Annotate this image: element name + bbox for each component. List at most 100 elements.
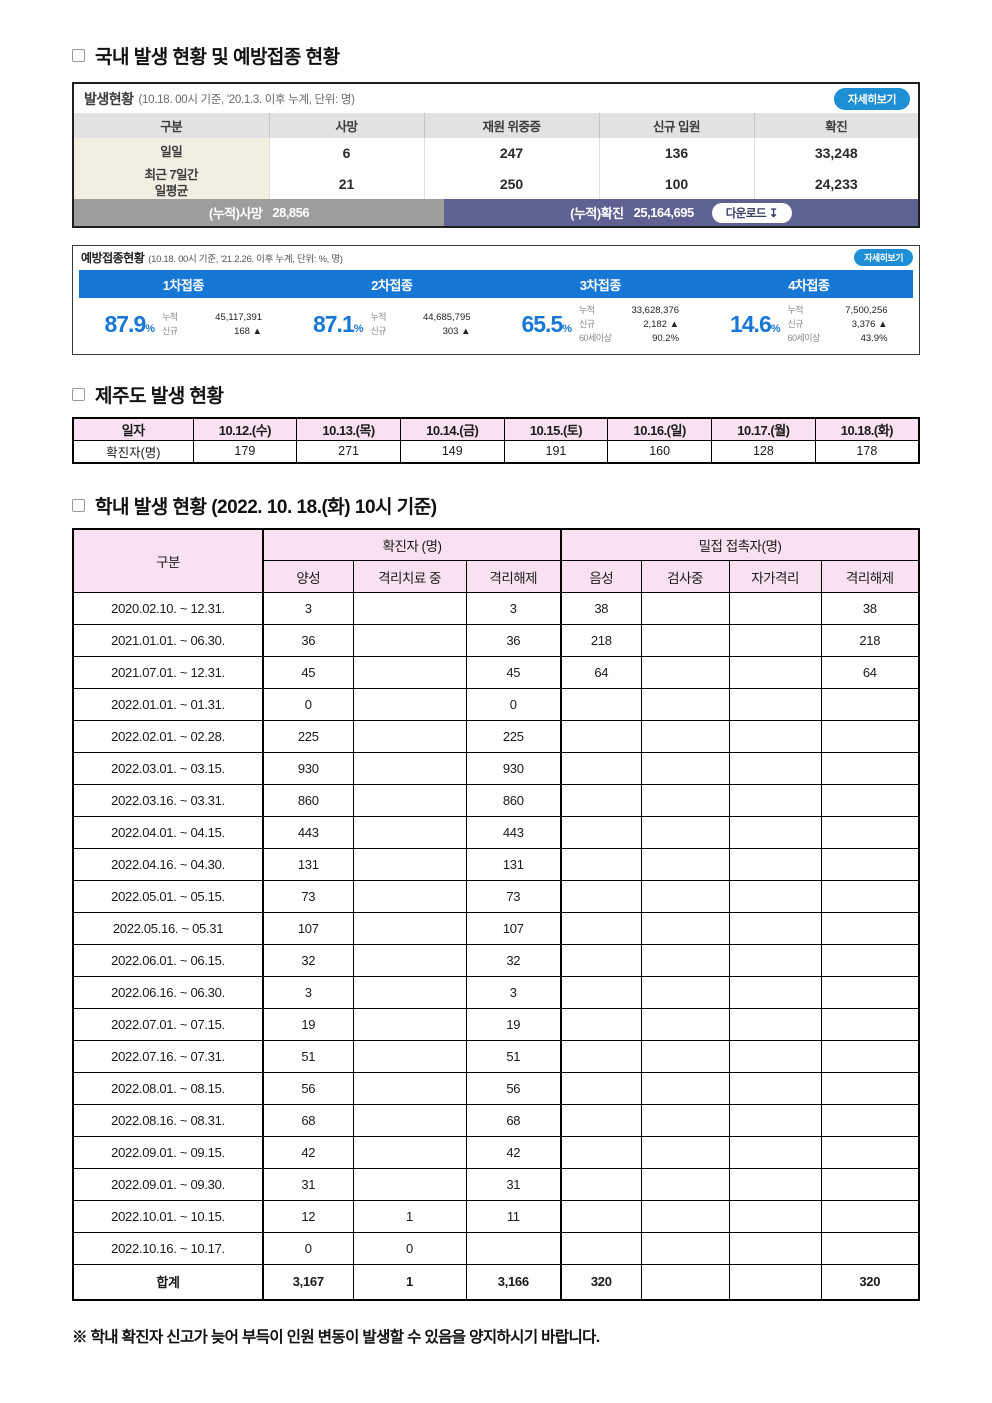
- school-subheader-quarantine-released: 격리해제: [820, 560, 920, 594]
- school-subheader-negative: 음성: [560, 560, 642, 594]
- dose-stat-value: 33,628,376: [631, 305, 680, 317]
- school-released-value: 3,166: [465, 1264, 562, 1301]
- school-positive-value: 68: [262, 1104, 354, 1138]
- school-quarantine-released-value: [820, 1008, 920, 1042]
- dose-stat-label: 누적: [787, 305, 804, 316]
- jeju-column-header: 10.18.(화): [814, 417, 920, 442]
- school-testing-value: [640, 880, 730, 914]
- school-released-value: [465, 1232, 562, 1266]
- percent-sign: %: [353, 323, 364, 336]
- school-released-value: 73: [465, 880, 562, 914]
- school-testing-value: [640, 656, 730, 690]
- jeju-column-header: 10.15.(토): [503, 417, 609, 442]
- school-released-value: 32: [465, 944, 562, 978]
- school-released-value: 860: [465, 784, 562, 818]
- school-negative-value: [560, 688, 642, 722]
- school-testing-value: [640, 688, 730, 722]
- school-quarantine-released-value: 320: [820, 1264, 920, 1301]
- school-negative-value: 64: [560, 656, 642, 690]
- school-testing-value: [640, 624, 730, 658]
- school-period-label: 2021.07.01. ~ 12.31.: [72, 656, 264, 690]
- school-released-value: 68: [465, 1104, 562, 1138]
- cumulative-death-label: (누적)사망: [208, 206, 263, 222]
- school-data-row: 2022.06.01. ~ 06.15. 32 32: [72, 944, 920, 978]
- school-self-quarantine-value: [728, 1232, 822, 1266]
- school-period-label: 2022.08.16. ~ 08.31.: [72, 1104, 264, 1138]
- occurrence-subtitle: (10.18. 00시 기준, '20.1.3. 이후 누계, 단위: 명): [138, 94, 355, 106]
- school-positive-value: 860: [262, 784, 354, 818]
- section-domestic-title-text: 국내 발생 현황 및 예방접종 현황: [95, 47, 340, 68]
- school-negative-value: [560, 848, 642, 882]
- school-negative-value: [560, 720, 642, 754]
- school-released-value: 443: [465, 816, 562, 850]
- dose-stat-label: 60세이상: [579, 332, 612, 343]
- dose-stat-value: 90.2%: [652, 332, 680, 344]
- occurrence-data-row: 일일 6 247 136 33,248: [74, 138, 918, 168]
- download-button[interactable]: 다운로드 ↧: [711, 202, 792, 223]
- school-positive-value: 56: [262, 1072, 354, 1106]
- school-period-label: 2022.10.16. ~ 10.17.: [72, 1232, 264, 1266]
- cumulative-death-value: 28,856: [272, 205, 310, 221]
- dose-stat-value: 3,376 ▲: [851, 319, 888, 331]
- school-positive-value: 3: [262, 592, 354, 626]
- dose-stat-label: 신규: [370, 325, 387, 336]
- school-released-value: 0: [465, 688, 562, 722]
- school-self-quarantine-value: [728, 1008, 822, 1042]
- school-positive-value: 73: [262, 880, 354, 914]
- school-period-label: 합계: [72, 1264, 264, 1301]
- school-negative-value: [560, 1040, 642, 1074]
- school-negative-value: [560, 784, 642, 818]
- school-period-label: 2022.07.01. ~ 07.15.: [72, 1008, 264, 1042]
- dose-stat-label: 신규: [579, 319, 595, 330]
- checkbox-icon: [72, 49, 85, 62]
- school-data-row: 2022.09.01. ~ 09.30. 31 31: [72, 1168, 920, 1202]
- dose-name: 3차접종: [579, 277, 622, 293]
- school-quarantine-released-value: [820, 688, 920, 722]
- school-testing-value: [640, 976, 730, 1010]
- school-quarantine-released-value: [820, 1072, 920, 1106]
- school-in-treatment-value: [352, 624, 467, 658]
- school-group-header-row: 구분 확진자 (명) 밀접 접촉자(명): [72, 528, 920, 594]
- vaccination-subtitle: (10.18. 00시 기준, '21.2.26. 이후 누계, 단위: %, …: [148, 253, 343, 265]
- school-self-quarantine-value: [728, 592, 822, 626]
- school-self-quarantine-value: [728, 1168, 822, 1202]
- download-button-label: 다운로드: [725, 207, 767, 220]
- school-corner-header: 구분: [72, 528, 264, 594]
- occurrence-data-row: 최근 7일간 일평균 21 250 100 24,233: [74, 168, 918, 200]
- school-testing-value: [640, 592, 730, 626]
- school-in-treatment-value: [352, 1040, 467, 1074]
- jeju-data-row: 확진자(명) 179 271 149 191 160 128 178: [72, 440, 920, 464]
- school-in-treatment-value: [352, 1168, 467, 1202]
- school-self-quarantine-value: [728, 624, 822, 658]
- school-in-treatment-value: [352, 592, 467, 626]
- school-period-label: 2022.06.01. ~ 06.15.: [72, 944, 264, 978]
- vaccination-detail-button[interactable]: 자세히보기: [854, 249, 913, 267]
- school-period-label: 2022.03.16. ~ 03.31.: [72, 784, 264, 818]
- occurrence-admission-value: 100: [598, 168, 754, 200]
- school-in-treatment-value: 0: [352, 1232, 467, 1266]
- school-period-label: 2022.09.01. ~ 09.30.: [72, 1168, 264, 1202]
- school-negative-value: [560, 1200, 642, 1234]
- school-quarantine-released-value: [820, 1136, 920, 1170]
- jeju-cell: 128: [711, 440, 816, 464]
- dose-stat-value: 2,182 ▲: [643, 319, 680, 331]
- school-negative-value: 38: [560, 592, 642, 626]
- occurrence-detail-button[interactable]: 자세히보기: [833, 88, 910, 110]
- school-positive-value: 0: [262, 688, 354, 722]
- school-data-row: 2022.10.01. ~ 10.15. 12 1 11: [72, 1200, 920, 1234]
- school-positive-value: 42: [262, 1136, 354, 1170]
- school-in-treatment-value: [352, 976, 467, 1010]
- school-period-label: 2020.02.10. ~ 12.31.: [72, 592, 264, 626]
- school-data-row: 2022.01.01. ~ 01.31. 0 0: [72, 688, 920, 722]
- dose-stat-label: 신규: [162, 325, 178, 336]
- school-subheader-self-quarantine: 자가격리: [728, 560, 822, 594]
- occurrence-header-row: 구분 사망 재원 위중증 신규 입원 확진: [74, 113, 918, 138]
- school-sub-header-row: 양성 격리치료 중 격리해제 음성 검사중 자가격리 격리해제: [73, 560, 920, 594]
- school-data-row: 2022.02.01. ~ 02.28. 225 225: [72, 720, 920, 754]
- dose-stat-value: 44,685,795: [422, 312, 471, 324]
- school-in-treatment-value: [352, 1136, 467, 1170]
- jeju-column-header: 10.16.(일): [607, 417, 713, 442]
- school-in-treatment-value: [352, 880, 467, 914]
- school-period-label: 2022.02.01. ~ 02.28.: [72, 720, 264, 754]
- school-quarantine-released-value: [820, 976, 920, 1010]
